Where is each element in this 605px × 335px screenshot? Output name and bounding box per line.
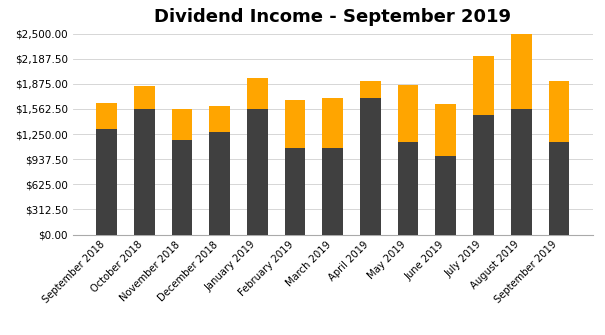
Bar [209,106,230,132]
Bar [511,34,532,110]
Bar [172,140,192,234]
Bar [96,104,117,129]
Bar [322,98,343,148]
Bar [397,142,419,234]
Bar [436,104,456,156]
Bar [473,115,494,234]
Bar [285,148,306,234]
Bar [247,109,268,234]
Bar [360,98,381,234]
Bar [322,148,343,234]
Bar [397,84,419,142]
Title: Dividend Income - September 2019: Dividend Income - September 2019 [154,8,511,26]
Bar [436,156,456,234]
Bar [134,109,155,234]
Bar [549,81,569,142]
Bar [247,78,268,109]
Bar [511,110,532,234]
Bar [360,81,381,98]
Bar [134,86,155,109]
Bar [209,132,230,234]
Bar [549,142,569,234]
Bar [96,129,117,234]
Bar [473,56,494,115]
Bar [285,100,306,148]
Bar [172,109,192,140]
